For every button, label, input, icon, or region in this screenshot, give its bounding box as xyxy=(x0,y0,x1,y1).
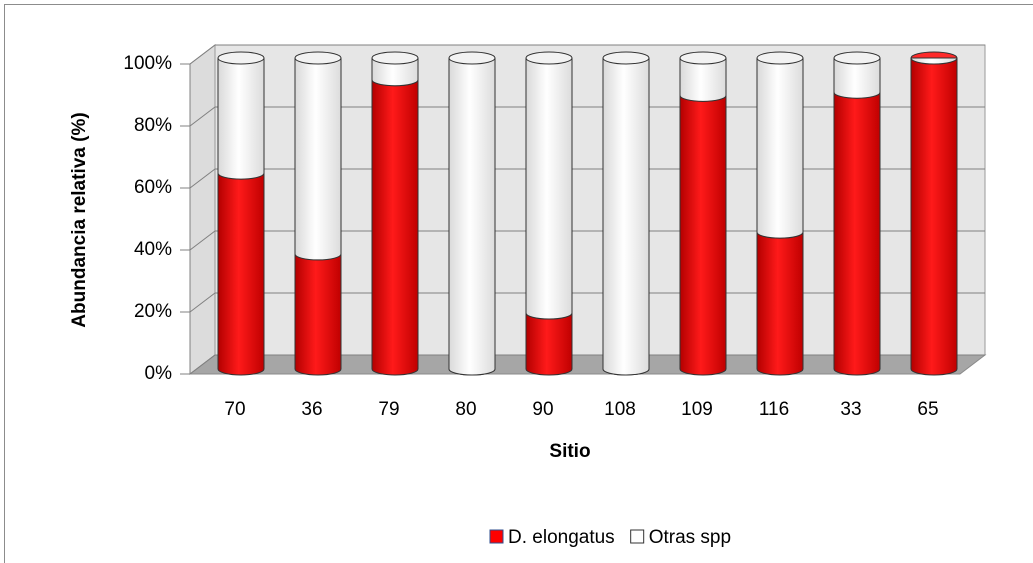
x-tick-label: 36 xyxy=(301,399,322,420)
cylinder xyxy=(525,51,573,376)
legend-swatch xyxy=(489,529,504,544)
bar-segment xyxy=(525,312,573,376)
bar-top xyxy=(679,51,727,65)
cylinder xyxy=(833,51,881,376)
bar-segment xyxy=(833,91,881,376)
side-wall xyxy=(189,43,216,376)
y-tick-label: 0% xyxy=(145,363,173,384)
bar-top xyxy=(448,51,496,65)
bar-top xyxy=(371,51,419,65)
y-tick-label: 20% xyxy=(134,301,172,322)
bar-top xyxy=(833,51,881,65)
grid-line xyxy=(189,44,985,65)
x-tick-label: 79 xyxy=(378,399,399,420)
x-tick-label: 33 xyxy=(840,399,861,420)
cylinder xyxy=(371,51,419,376)
bar-segment xyxy=(294,57,342,261)
x-tick-label: 80 xyxy=(455,399,476,420)
bar-segment xyxy=(910,57,958,65)
x-tick-label: 70 xyxy=(224,399,245,420)
bar-segment xyxy=(371,79,419,376)
x-tick-label: 65 xyxy=(917,399,938,420)
cylinder xyxy=(217,51,265,376)
y-tick-label: 80% xyxy=(134,115,172,136)
legend: D. elongatus Otras spp xyxy=(489,527,731,548)
x-tick-label: 108 xyxy=(604,399,636,420)
grid-line xyxy=(189,106,985,127)
grid-line xyxy=(189,292,985,313)
grid-line xyxy=(189,354,985,375)
bar-segment xyxy=(910,57,958,376)
bar-segment xyxy=(679,94,727,376)
legend-label: D. elongatus xyxy=(508,527,615,548)
bar-segment xyxy=(371,57,419,87)
x-tick-label: 116 xyxy=(759,399,789,420)
bar-segment xyxy=(217,172,265,376)
legend-label: Otras spp xyxy=(649,527,731,548)
bar-top xyxy=(217,51,265,65)
bar-segment xyxy=(679,57,727,102)
y-tick-label: 60% xyxy=(134,177,172,198)
bar-segment xyxy=(833,57,881,99)
bar-segment xyxy=(756,231,804,376)
bar-segment xyxy=(217,57,265,180)
x-tick-label: 109 xyxy=(681,399,713,420)
bar-segment xyxy=(294,253,342,376)
bar-segment xyxy=(602,57,650,376)
y-axis-title: Abundancia relativa (%) xyxy=(69,112,90,327)
bar-top xyxy=(756,51,804,65)
cylinder xyxy=(448,51,496,376)
bar-segment xyxy=(756,57,804,239)
y-tick-label: 40% xyxy=(134,239,172,260)
bar-top xyxy=(602,51,650,65)
grid-line xyxy=(189,230,985,251)
cylinder xyxy=(756,51,804,376)
bar-segment xyxy=(525,57,573,320)
bar-segment xyxy=(448,57,496,376)
cylinder xyxy=(679,51,727,376)
y-tick-label: 100% xyxy=(123,53,172,74)
cylinder xyxy=(294,51,342,376)
legend-swatch xyxy=(630,529,645,544)
bar-top xyxy=(525,51,573,65)
bar-top xyxy=(294,51,342,65)
cylinder xyxy=(602,51,650,376)
grid-line xyxy=(189,168,985,189)
x-axis-title: Sitio xyxy=(549,441,590,462)
chart-border xyxy=(4,4,1033,563)
x-tick-label: 90 xyxy=(532,399,553,420)
cylinder xyxy=(910,51,958,376)
